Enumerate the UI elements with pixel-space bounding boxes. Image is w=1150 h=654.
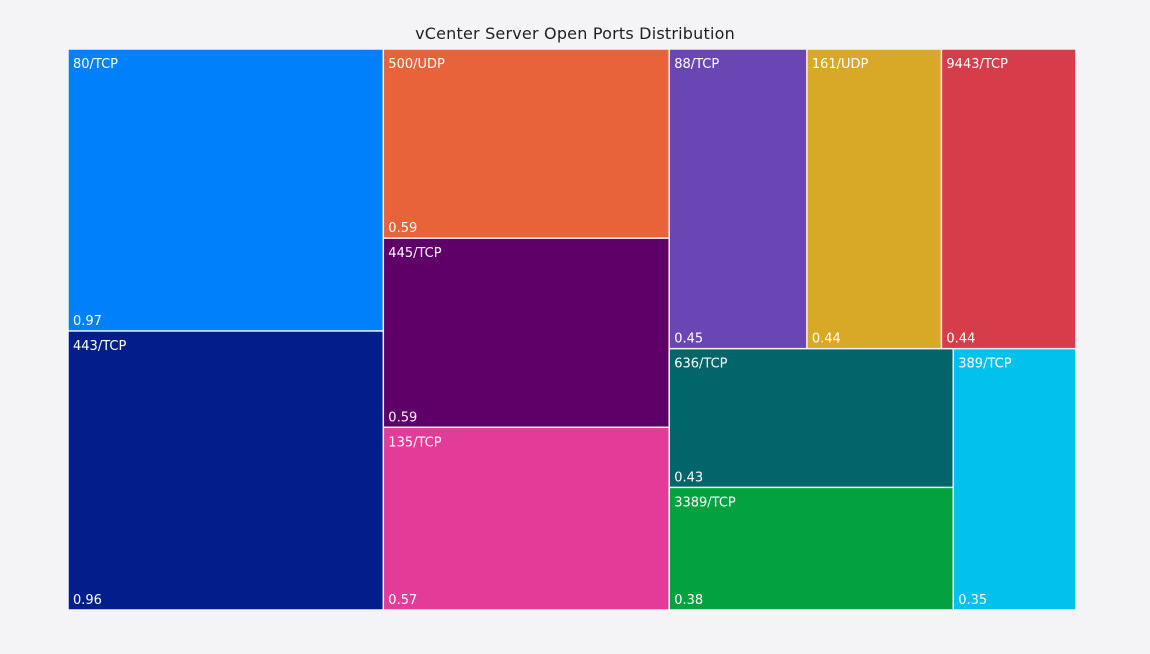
tile-3389-tcp[interactable]: 3389/TCP 0.38 [669,488,953,610]
tile-label: 443/TCP [73,339,126,354]
tile-label: 389/TCP [958,357,1011,372]
tile-rect[interactable] [669,49,807,348]
tile-rect[interactable] [807,49,941,348]
tile-label: 80/TCP [73,57,118,72]
tile-389-tcp[interactable]: 389/TCP 0.35 [954,349,1076,610]
tile-rect[interactable] [669,349,953,487]
tile-label: 636/TCP [674,357,727,372]
tile-value: 0.96 [73,593,102,608]
tile-443-tcp[interactable]: 443/TCP 0.96 [68,331,383,610]
tile-label: 9443/TCP [946,57,1008,72]
tile-636-tcp[interactable]: 636/TCP 0.43 [669,349,953,487]
tile-rect[interactable] [954,349,1076,610]
tile-label: 500/UDP [388,57,445,72]
tile-value: 0.35 [958,593,987,608]
tile-88-tcp[interactable]: 88/TCP 0.45 [669,49,807,348]
tile-rect[interactable] [942,49,1076,348]
chart-title: vCenter Server Open Ports Distribution [415,24,735,43]
tile-445-tcp[interactable]: 445/TCP 0.59 [384,238,669,427]
tile-135-tcp[interactable]: 135/TCP 0.57 [384,428,669,610]
tile-value: 0.44 [812,332,841,347]
tile-value: 0.59 [388,221,417,236]
tile-rect[interactable] [384,428,669,610]
tile-500-udp[interactable]: 500/UDP 0.59 [384,49,669,238]
tile-rect[interactable] [669,488,953,610]
tile-value: 0.45 [674,332,703,347]
tile-label: 3389/TCP [674,495,736,510]
tile-rect[interactable] [68,49,383,331]
tile-value: 0.97 [73,314,102,329]
tile-value: 0.57 [388,593,417,608]
tile-label: 88/TCP [674,57,719,72]
tile-rect[interactable] [68,331,383,610]
tile-value: 0.38 [674,593,703,608]
tile-rect[interactable] [384,238,669,427]
tile-rect[interactable] [384,49,669,238]
tile-9443-tcp[interactable]: 9443/TCP 0.44 [942,49,1076,348]
tile-label: 161/UDP [812,57,869,72]
tile-value: 0.43 [674,470,703,485]
tile-label: 445/TCP [388,246,441,261]
tile-value: 0.44 [946,332,975,347]
tile-value: 0.59 [388,410,417,425]
tile-80-tcp[interactable]: 80/TCP 0.97 [68,49,383,331]
tile-label: 135/TCP [388,435,441,450]
tile-161-udp[interactable]: 161/UDP 0.44 [807,49,941,348]
